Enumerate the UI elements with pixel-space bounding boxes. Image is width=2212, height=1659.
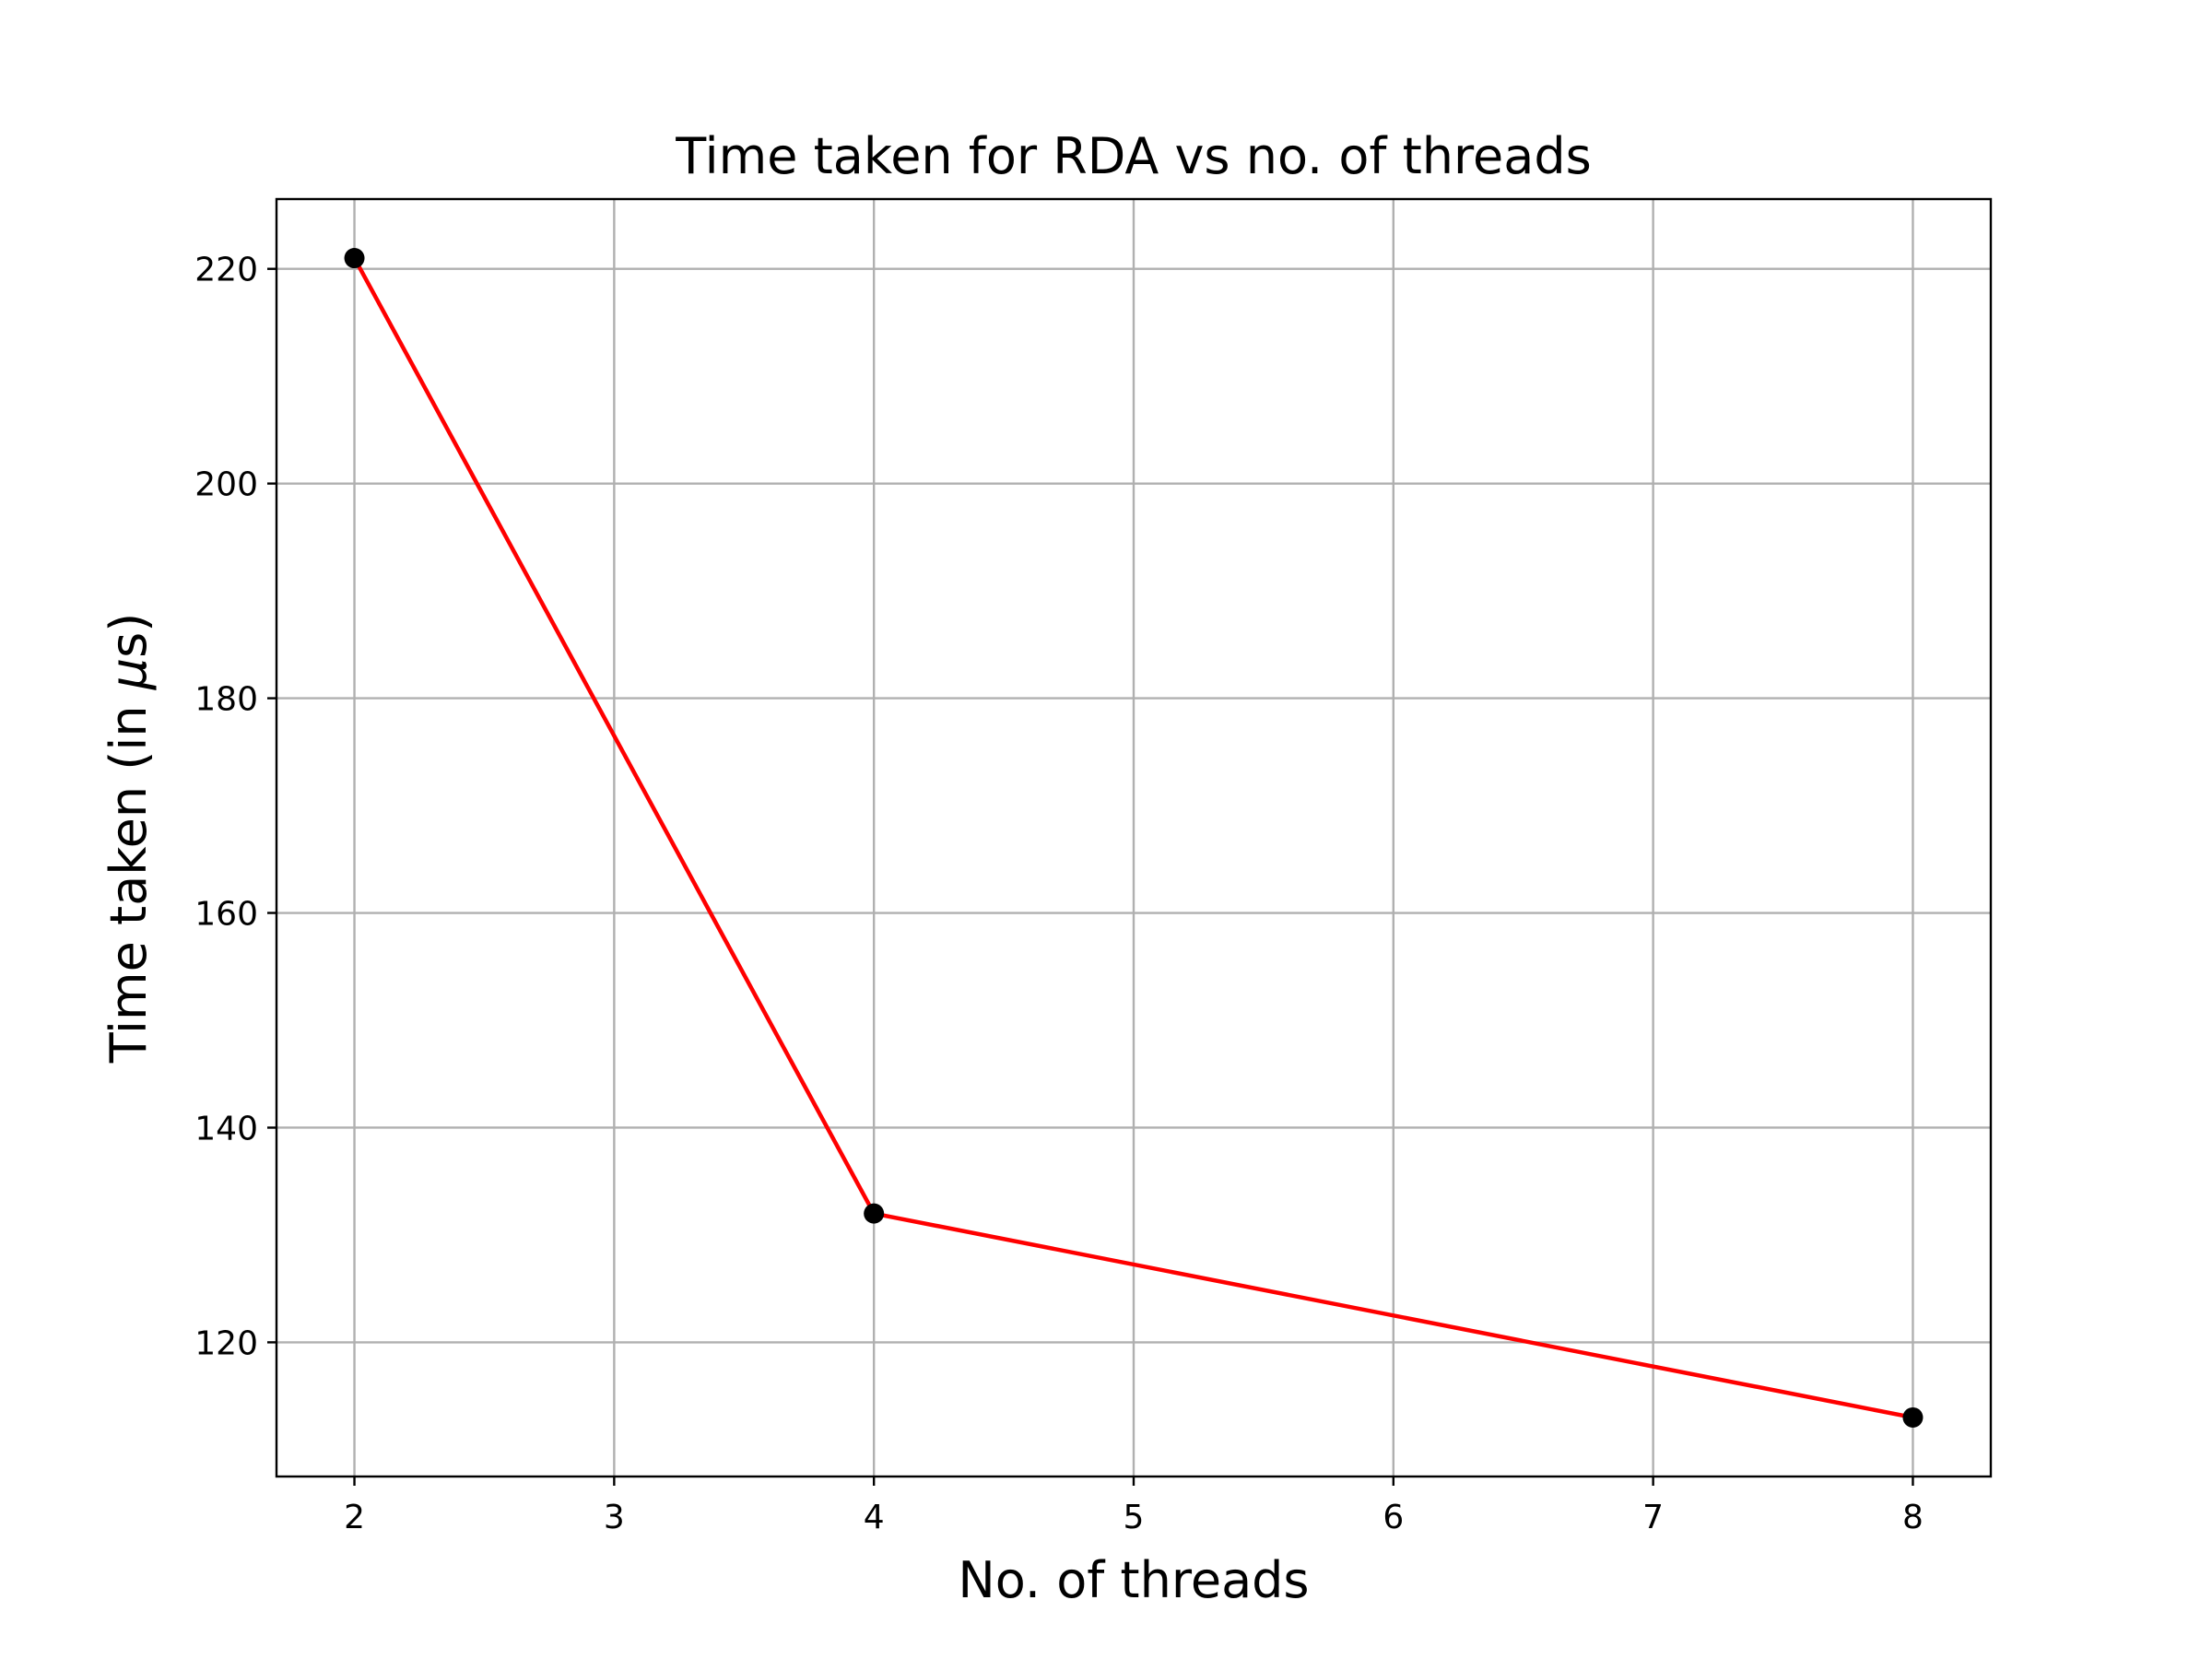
grid	[276, 199, 1991, 1477]
y-tick-label: 220	[194, 252, 258, 289]
y-tick-label: 160	[194, 896, 258, 934]
y-axis-label-suffix: s)	[100, 613, 158, 658]
axis-ticks: 2 3 4 5 6 7 8 120 140 160 180 200 220	[194, 252, 1924, 1536]
x-tick-label: 7	[1642, 1499, 1664, 1536]
data-point	[344, 248, 365, 269]
x-tick-label: 6	[1382, 1499, 1404, 1536]
x-tick-label: 5	[1124, 1499, 1145, 1536]
y-tick-label: 120	[194, 1324, 258, 1362]
y-axis-label-prefix: Time taken (in	[100, 689, 158, 1064]
y-tick-label: 180	[194, 681, 258, 719]
chart-title: Time taken for RDA vs no. of threads	[675, 127, 1591, 185]
data-point	[1902, 1406, 1924, 1428]
y-axis-label: Time taken (in μs)	[100, 613, 158, 1065]
x-tick-label: 3	[604, 1499, 625, 1536]
x-axis-label: No. of threads	[958, 1551, 1309, 1609]
series-layer	[344, 248, 1924, 1428]
data-point	[864, 1203, 885, 1224]
x-tick-label: 8	[1902, 1499, 1924, 1536]
x-tick-label: 4	[864, 1499, 885, 1536]
y-tick-label: 140	[194, 1110, 258, 1147]
x-tick-label: 2	[344, 1499, 365, 1536]
y-tick-label: 200	[194, 466, 258, 504]
y-axis-label-mu: μ	[100, 658, 158, 690]
